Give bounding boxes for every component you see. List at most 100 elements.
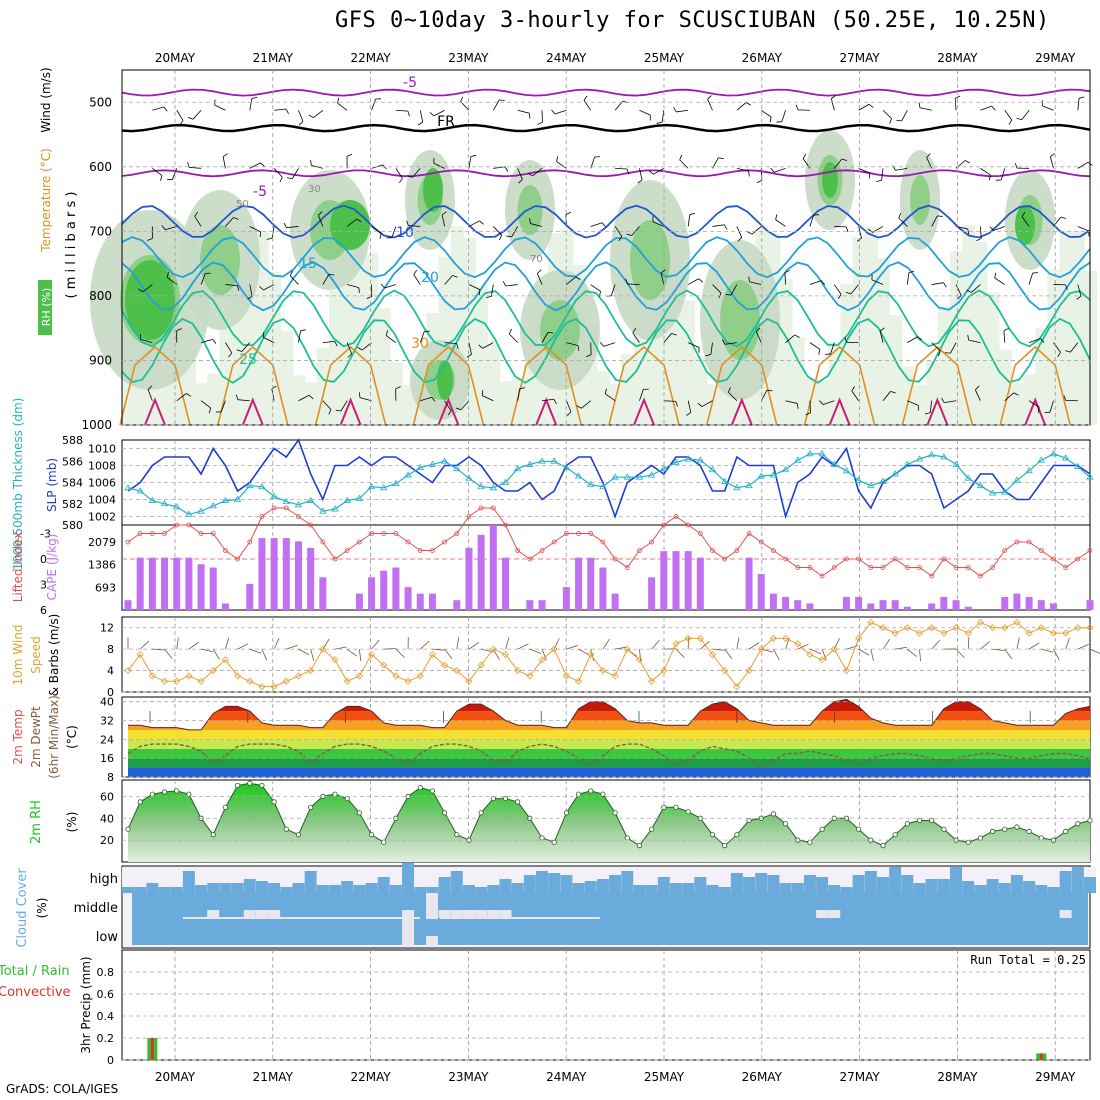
cloud-high-bar: [876, 877, 889, 893]
wind-barb: [358, 392, 372, 402]
rh2m-marker: [442, 810, 448, 816]
wind-barb-flag: [259, 231, 261, 238]
wind-barb-staff: [347, 284, 359, 289]
wind-barb-staff: [774, 167, 786, 173]
wind10m-barb-staff: [578, 648, 590, 656]
wind10m-barb: [773, 648, 780, 660]
lifted-index-marker: [965, 565, 971, 570]
wind-barb-flag: [756, 327, 761, 332]
wind-barb: [433, 157, 445, 169]
wind-barb: [809, 214, 820, 227]
rh-shade: [304, 382, 318, 425]
temp2m-axis-label: 2m Temp: [11, 709, 25, 764]
wind-barb-staff: [968, 339, 981, 344]
cloud-high-bar: [621, 871, 634, 893]
wind-barb-flag: [718, 157, 724, 159]
wind-barb-flag: [679, 154, 683, 161]
wind-barb-flag: [626, 168, 630, 175]
wind-speed-marker: [234, 672, 242, 680]
cape-tick: 693: [95, 581, 116, 594]
wind10m-barb: [651, 639, 660, 650]
wind-barb-flag: [499, 99, 505, 102]
wind10m-barb-staff: [797, 643, 809, 650]
wind10m-barb: [358, 649, 362, 662]
wind-barb-staff: [781, 110, 786, 122]
wind-barb-flag: [671, 333, 677, 336]
wind-barb-flag: [820, 280, 826, 285]
contour-label: 25: [239, 352, 257, 368]
temp-band: [128, 701, 1090, 712]
cloud-high-bar: [816, 877, 829, 893]
wind-barb-flag: [813, 214, 820, 216]
wind-barb: [429, 109, 445, 117]
lifted-index-marker: [369, 531, 374, 536]
rh-shade: [816, 380, 830, 425]
wind10m-barb: [164, 648, 173, 659]
wind10m-barb-staff: [310, 649, 315, 661]
wind-barb-flag: [1032, 272, 1039, 274]
slp-tick: 1010: [88, 443, 116, 456]
wind-barb-flag: [967, 228, 970, 235]
wind-barb-staff: [724, 342, 737, 345]
wind-barb-flag: [917, 405, 919, 411]
lifted-index-marker: [1014, 539, 1020, 545]
wind10m-barb: [419, 640, 430, 650]
wind-barb-flag: [660, 269, 666, 274]
wind10m-barb: [176, 637, 179, 650]
wind-barb-flag: [395, 386, 401, 390]
rh2m-marker: [734, 832, 740, 838]
wind-barb-staff: [200, 273, 206, 285]
wind-barb-staff: [590, 222, 603, 227]
rh2m-marker: [429, 788, 436, 794]
wind-speed-marker: [404, 677, 412, 685]
wind-barb: [707, 95, 713, 111]
cape-bar: [1049, 603, 1057, 610]
cape-bar: [307, 547, 315, 610]
wind-barb-staff: [237, 399, 250, 402]
cloud-high-bar: [609, 875, 622, 893]
wind10m-barb-staff: [882, 638, 891, 650]
wind-barb-flag: [896, 119, 902, 122]
cape-bar: [270, 538, 278, 610]
cloud-level-label: middle: [74, 901, 118, 916]
lifted-index-marker: [1075, 556, 1081, 562]
wind-barb-flag: [406, 220, 409, 226]
cloud-high-bar: [1035, 885, 1048, 893]
lifted-index-marker: [174, 522, 180, 528]
wind-barb: [380, 283, 397, 289]
wind-barb-staff: [907, 336, 918, 343]
wind10m-barb-staff: [566, 645, 578, 650]
wind-barb-flag: [504, 166, 509, 172]
wind-barb-staff: [707, 99, 713, 111]
wind-speed-marker: [745, 667, 753, 675]
cloud-high-gap: [791, 867, 804, 883]
wind-barb: [176, 110, 184, 126]
wind-barb-staff: [955, 226, 968, 230]
cloud-clear: [426, 936, 438, 946]
wind-barb-staff: [200, 338, 213, 344]
lifted-index-marker: [624, 565, 630, 570]
wind-barb: [1053, 342, 1061, 358]
lifted-index-marker: [722, 556, 728, 562]
wind-speed-marker: [538, 656, 546, 664]
wind-speed-marker: [806, 650, 814, 659]
wind-barb-staff: [1053, 216, 1062, 227]
wind10m-tick: 8: [107, 643, 114, 656]
wind-barb: [705, 342, 713, 357]
wind10m-barb-staff: [273, 638, 280, 650]
wind-barb: [137, 284, 153, 293]
precip-frame: [121, 949, 1091, 1061]
wind-barb: [945, 342, 957, 354]
wind-barb-staff: [974, 389, 981, 401]
wind-barb: [249, 226, 261, 238]
wind-barb: [1004, 392, 1019, 402]
wind-barb: [590, 222, 606, 228]
wind-barb-staff: [736, 226, 743, 238]
wind-barb-staff: [468, 220, 480, 227]
wind-barb-flag: [991, 105, 996, 111]
wind-barb-staff: [652, 221, 664, 227]
rh2m-marker: [356, 810, 362, 816]
thickness-marker: [148, 496, 157, 503]
grads-credit: GrADS: COLA/IGES: [6, 1082, 119, 1096]
wind10m-barb-staff: [383, 648, 396, 650]
